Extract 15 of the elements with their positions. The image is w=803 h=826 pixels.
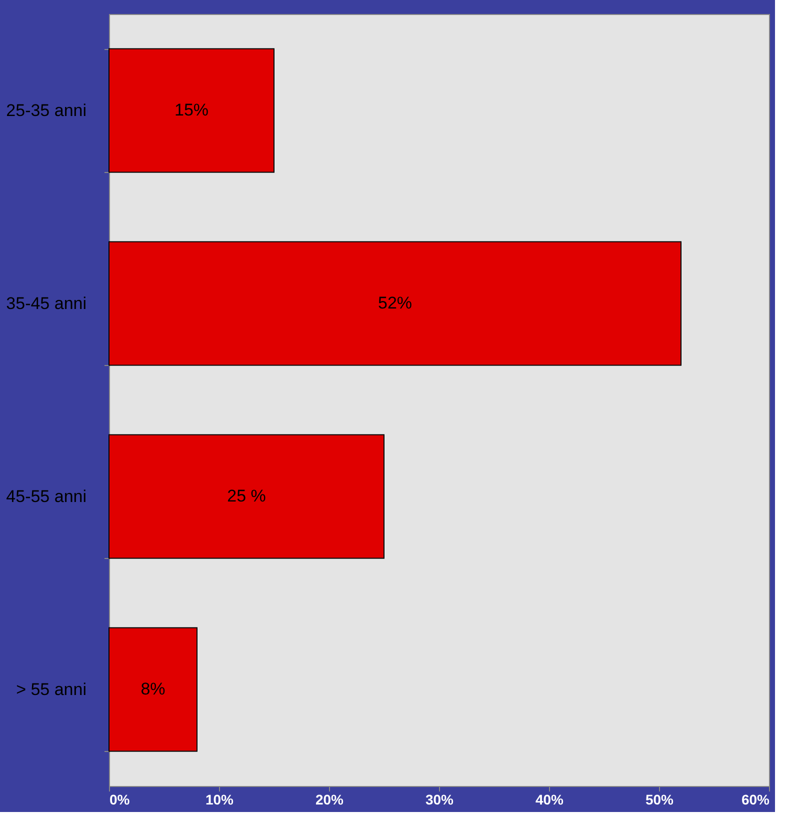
x-tick-label: 0% (110, 792, 130, 808)
y-tick-label: 45-55 anni (6, 487, 86, 506)
y-tick-label: 25-35 anni (6, 101, 86, 120)
data-label: 15% (174, 100, 209, 120)
x-tick-label: 30% (425, 792, 454, 808)
y-tick-label: 35-45 anni (6, 294, 86, 313)
data-label: 8% (140, 680, 166, 698)
data-label: 25 % (227, 486, 266, 506)
x-tick-label: 40% (535, 792, 564, 808)
x-tick-label: 50% (645, 792, 674, 808)
x-tick-label: 10% (205, 792, 234, 808)
x-tick-label: 60% (741, 792, 770, 808)
x-tick-label: 20% (315, 792, 344, 808)
data-label: 52% (378, 294, 412, 312)
y-tick-label: > 55 anni (16, 680, 86, 699)
